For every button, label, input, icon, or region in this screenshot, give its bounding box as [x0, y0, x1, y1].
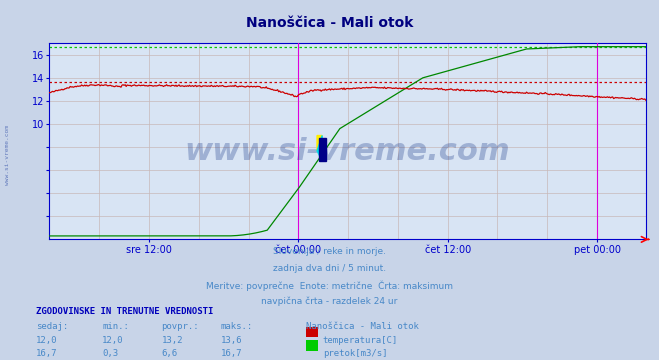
Text: 16,7: 16,7	[36, 349, 58, 358]
Text: min.:: min.:	[102, 322, 129, 331]
Bar	[319, 138, 326, 161]
Text: www.si-vreme.com: www.si-vreme.com	[185, 136, 511, 166]
Text: pretok[m3/s]: pretok[m3/s]	[323, 349, 387, 358]
Text: www.si-vreme.com: www.si-vreme.com	[5, 125, 11, 185]
Text: Nanoščica - Mali otok: Nanoščica - Mali otok	[306, 322, 419, 331]
Text: 16,7: 16,7	[221, 349, 243, 358]
Text: povpr.:: povpr.:	[161, 322, 199, 331]
Text: zadnja dva dni / 5 minut.: zadnja dva dni / 5 minut.	[273, 264, 386, 273]
Text: 0,3: 0,3	[102, 349, 118, 358]
Text: 13,6: 13,6	[221, 336, 243, 345]
Text: ZGODOVINSKE IN TRENUTNE VREDNOSTI: ZGODOVINSKE IN TRENUTNE VREDNOSTI	[36, 307, 214, 316]
Text: Meritve: povprečne  Enote: metrične  Črta: maksimum: Meritve: povprečne Enote: metrične Črta:…	[206, 280, 453, 291]
Text: sedaj:: sedaj:	[36, 322, 69, 331]
Text: navpična črta - razdelek 24 ur: navpična črta - razdelek 24 ur	[262, 297, 397, 306]
Text: 12,0: 12,0	[36, 336, 58, 345]
Text: 13,2: 13,2	[161, 336, 183, 345]
Text: Nanoščica - Mali otok: Nanoščica - Mali otok	[246, 16, 413, 30]
Text: 6,6: 6,6	[161, 349, 177, 358]
Text: temperatura[C]: temperatura[C]	[323, 336, 398, 345]
Text: maks.:: maks.:	[221, 322, 253, 331]
Polygon shape	[317, 135, 322, 151]
Polygon shape	[317, 135, 322, 161]
Text: 12,0: 12,0	[102, 336, 124, 345]
Text: Slovenija / reke in morje.: Slovenija / reke in morje.	[273, 247, 386, 256]
